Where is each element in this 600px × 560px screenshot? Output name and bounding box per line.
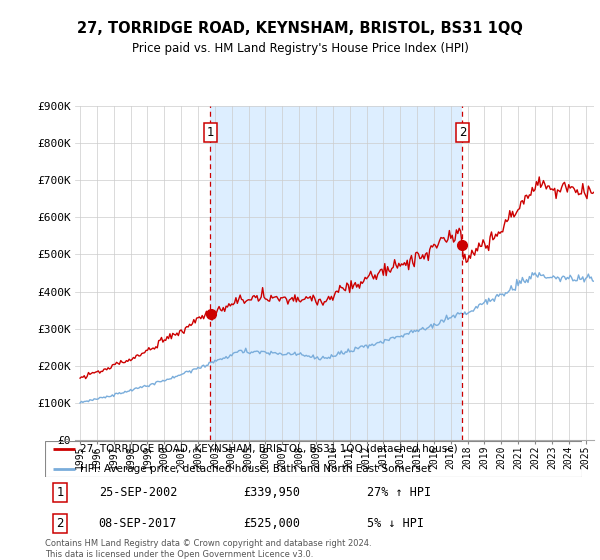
Text: 2: 2 <box>56 517 64 530</box>
Text: 25-SEP-2002: 25-SEP-2002 <box>98 486 177 499</box>
Text: 27, TORRIDGE ROAD, KEYNSHAM, BRISTOL, BS31 1QQ: 27, TORRIDGE ROAD, KEYNSHAM, BRISTOL, BS… <box>77 21 523 36</box>
Text: 5% ↓ HPI: 5% ↓ HPI <box>367 517 424 530</box>
Text: £339,950: £339,950 <box>244 486 301 499</box>
Text: Contains HM Land Registry data © Crown copyright and database right 2024.
This d: Contains HM Land Registry data © Crown c… <box>45 539 371 559</box>
Text: 08-SEP-2017: 08-SEP-2017 <box>98 517 177 530</box>
Text: 27, TORRIDGE ROAD, KEYNSHAM, BRISTOL, BS31 1QQ (detached house): 27, TORRIDGE ROAD, KEYNSHAM, BRISTOL, BS… <box>80 444 458 454</box>
Text: £525,000: £525,000 <box>244 517 301 530</box>
Text: 27% ↑ HPI: 27% ↑ HPI <box>367 486 431 499</box>
Bar <box>211 106 463 440</box>
Text: 1: 1 <box>206 126 214 139</box>
Text: 2: 2 <box>458 126 466 139</box>
Text: HPI: Average price, detached house, Bath and North East Somerset: HPI: Average price, detached house, Bath… <box>80 464 431 474</box>
Text: Price paid vs. HM Land Registry's House Price Index (HPI): Price paid vs. HM Land Registry's House … <box>131 42 469 55</box>
Text: 1: 1 <box>56 486 64 499</box>
